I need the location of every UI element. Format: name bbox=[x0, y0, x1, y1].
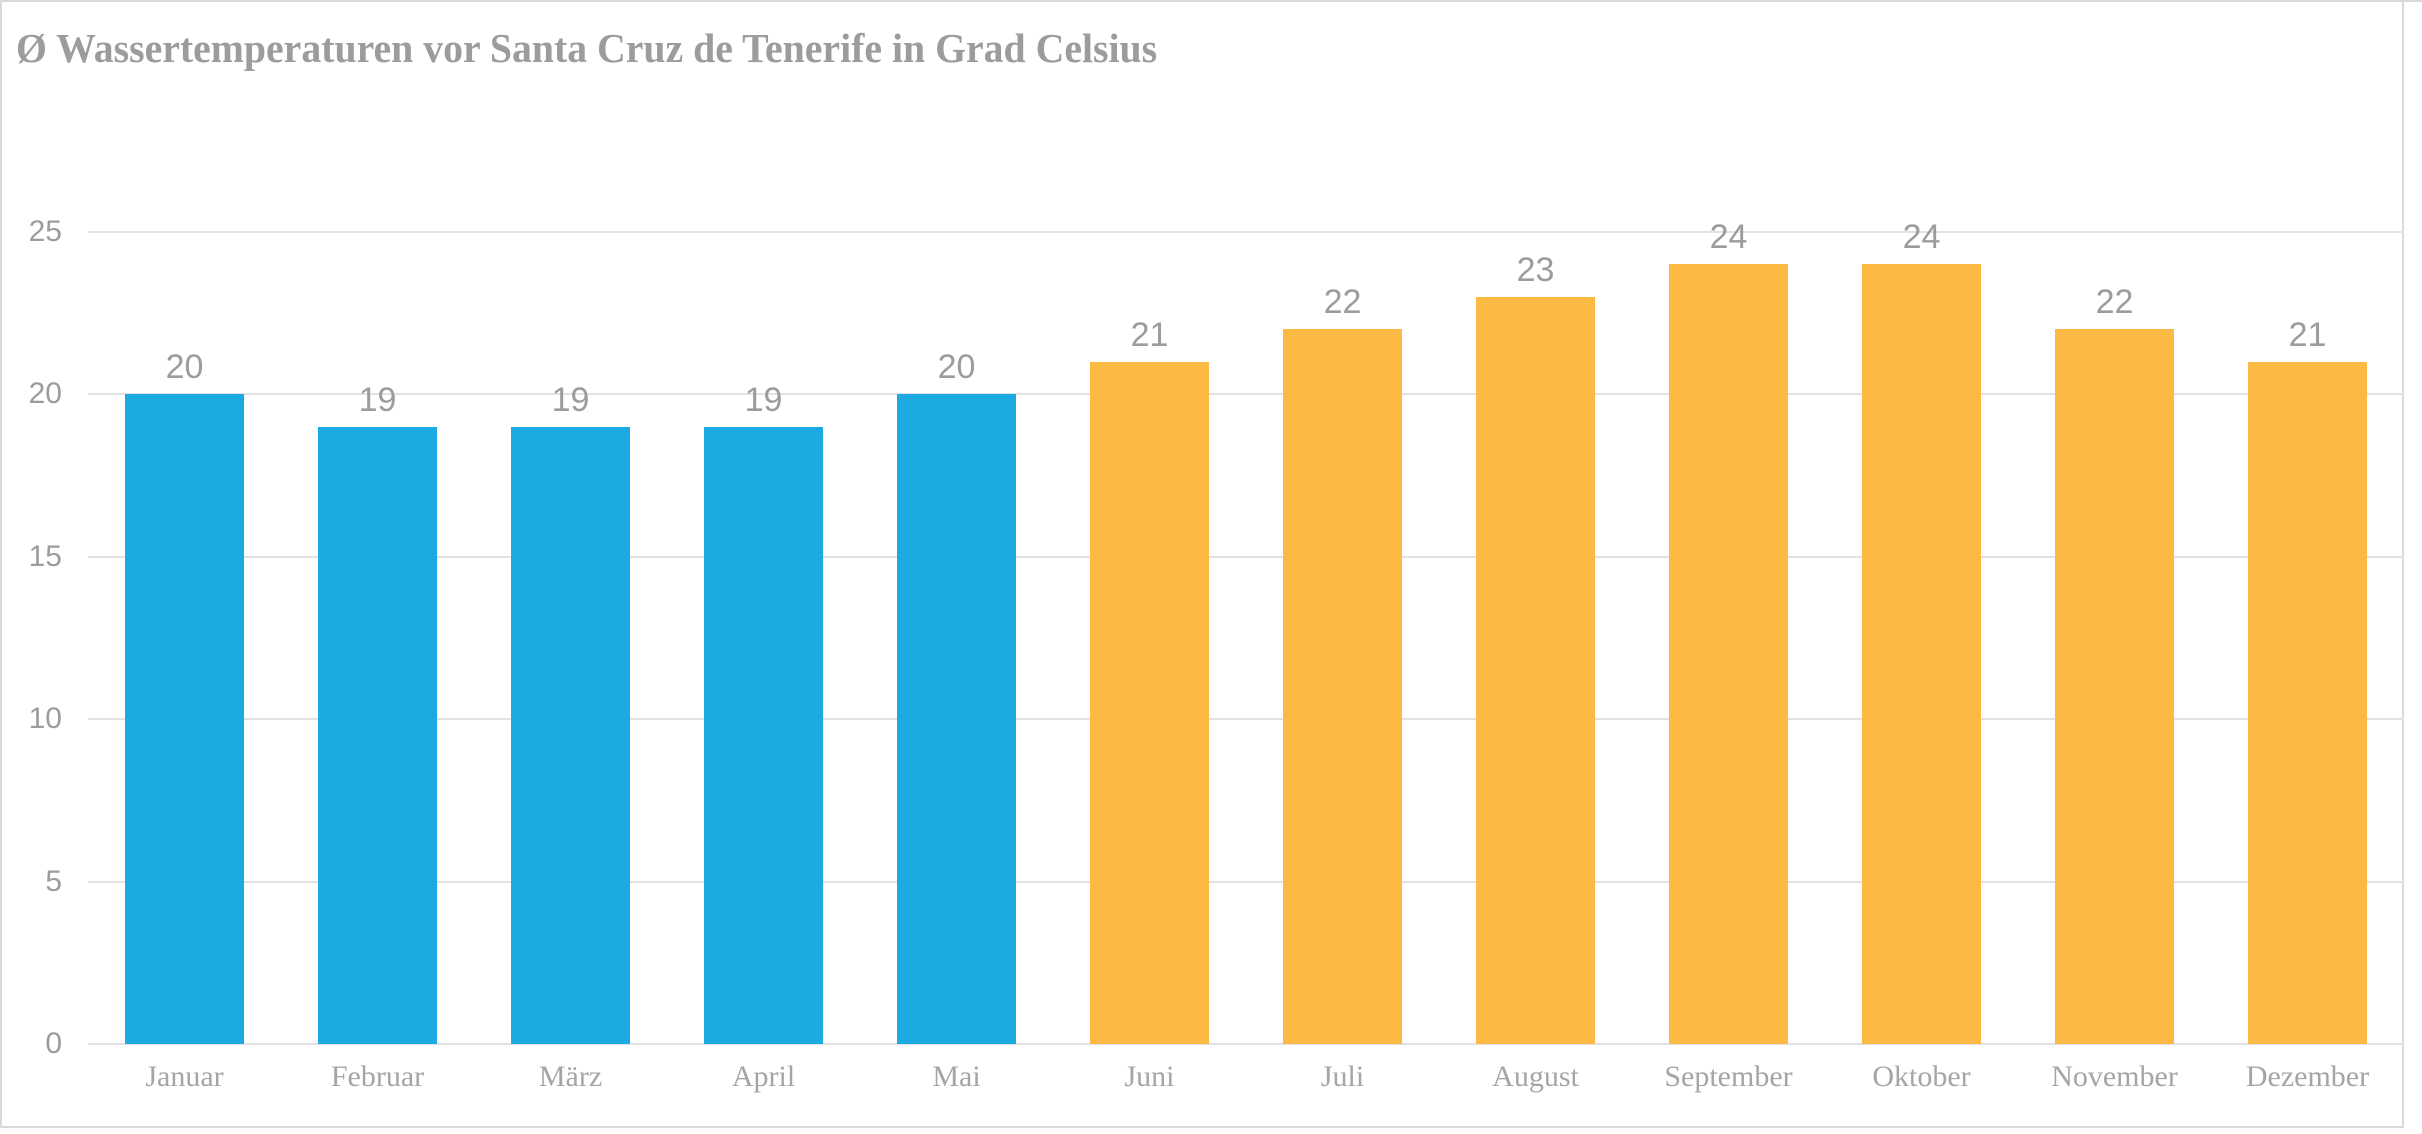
bar-slot-juli: 22 Juli bbox=[1246, 232, 1439, 1093]
bar-slot-januar: 20 Januar bbox=[88, 232, 281, 1093]
bar-august bbox=[1475, 296, 1596, 1044]
bar-value-label-märz: 19 bbox=[551, 380, 590, 419]
bar-value-label-juni: 21 bbox=[1130, 315, 1169, 354]
gridline-10 bbox=[88, 718, 2404, 721]
bar-september bbox=[1668, 264, 1789, 1044]
gridline-0 bbox=[88, 1043, 2404, 1045]
month-label-dezember: Dezember bbox=[2245, 1060, 2370, 1093]
bar-januar bbox=[124, 394, 245, 1044]
bar-mai bbox=[896, 394, 1017, 1044]
bar-november bbox=[2054, 329, 2175, 1044]
gridline-20 bbox=[88, 393, 2404, 396]
month-label-oktober: Oktober bbox=[1872, 1060, 1971, 1093]
bar-dezember bbox=[2247, 361, 2368, 1044]
y-tick-label-20: 20 bbox=[28, 377, 62, 411]
bar-value-label-februar: 19 bbox=[358, 380, 397, 419]
bar-slot-juni: 21 Juni bbox=[1053, 232, 1246, 1093]
bar-slot-september: 24 September bbox=[1632, 220, 1825, 1093]
y-tick-label-10: 10 bbox=[28, 702, 62, 736]
month-label-juli: Juli bbox=[1320, 1060, 1365, 1093]
bar-oktober bbox=[1861, 264, 1982, 1044]
bar-slot-februar: 19 Februar bbox=[281, 232, 474, 1093]
bar-slot-mai: 20 Mai bbox=[860, 232, 1053, 1093]
bar-april bbox=[703, 426, 824, 1044]
bar-slot-dezember: 21 Dezember bbox=[2211, 232, 2404, 1093]
month-label-juni: Juni bbox=[1124, 1060, 1175, 1093]
y-tick-label-5: 5 bbox=[45, 864, 62, 898]
y-tick-label-15: 15 bbox=[28, 539, 62, 573]
bar-februar bbox=[317, 426, 438, 1044]
gridline-5 bbox=[88, 880, 2404, 883]
y-tick-label-0: 0 bbox=[45, 1027, 62, 1060]
month-label-november: November bbox=[2051, 1060, 2178, 1093]
bar-juni bbox=[1089, 361, 1210, 1044]
plot-area: 0 5 10 15 20 25 20 Januar 19 Februar 19 März 19 Apri… bbox=[29, 217, 2404, 1093]
bar-value-label-april: 19 bbox=[744, 380, 783, 419]
bar-value-label-dezember: 21 bbox=[2288, 315, 2327, 354]
month-label-august: August bbox=[1492, 1060, 1579, 1093]
month-label-februar: Februar bbox=[330, 1060, 425, 1093]
bar-slot-november: 22 November bbox=[2018, 232, 2211, 1093]
bar-value-label-mai: 20 bbox=[937, 348, 976, 387]
bar-slots: 20 Januar 19 Februar 19 März 19 April 20 Mai 21 Jun… bbox=[88, 220, 2404, 1093]
gridline-15 bbox=[88, 555, 2404, 558]
bar-märz bbox=[510, 426, 631, 1044]
month-label-januar: Januar bbox=[145, 1060, 224, 1093]
bar-value-label-august: 23 bbox=[1516, 250, 1555, 289]
bar-value-label-november: 22 bbox=[2095, 283, 2134, 322]
bar-value-label-september: 24 bbox=[1709, 218, 1748, 257]
bar-slot-oktober: 24 Oktober bbox=[1825, 220, 2018, 1093]
bar-value-label-oktober: 24 bbox=[1902, 218, 1941, 257]
gridline-25 bbox=[88, 231, 2404, 233]
month-label-mai: Mai bbox=[932, 1060, 981, 1093]
bar-value-label-juli: 22 bbox=[1323, 283, 1362, 322]
month-label-september: September bbox=[1664, 1060, 1793, 1093]
y-tick-label-25: 25 bbox=[28, 215, 62, 248]
bar-slot-august: 23 August bbox=[1439, 232, 1632, 1093]
bar-slot-april: 19 April bbox=[667, 232, 860, 1093]
bar-slot-märz: 19 März bbox=[474, 232, 667, 1093]
chart-frame-top-line bbox=[2402, 0, 2422, 2]
bar-juli bbox=[1282, 329, 1403, 1044]
bar-value-label-januar: 20 bbox=[165, 348, 204, 387]
month-label-april: April bbox=[731, 1060, 796, 1093]
chart-title: Ø Wassertemperaturen vor Santa Cruz de T… bbox=[16, 25, 1158, 71]
month-label-märz: März bbox=[538, 1060, 603, 1093]
